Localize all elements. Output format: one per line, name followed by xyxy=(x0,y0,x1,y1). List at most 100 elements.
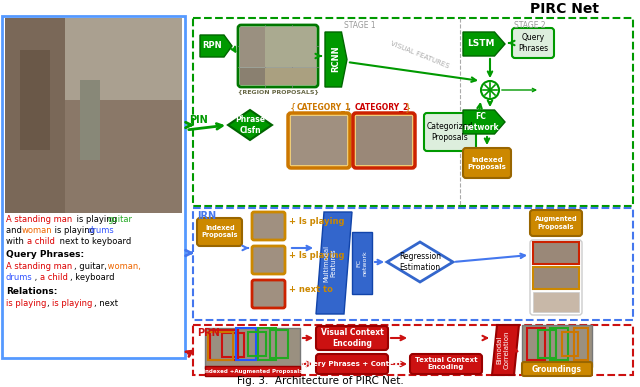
Bar xyxy=(574,328,588,360)
Text: RPN: RPN xyxy=(202,41,222,50)
Text: PIN: PIN xyxy=(189,115,208,125)
Text: ,: , xyxy=(32,273,40,282)
FancyBboxPatch shape xyxy=(424,113,476,151)
Bar xyxy=(208,332,233,360)
Text: Bimodal
Correlation: Bimodal Correlation xyxy=(497,331,509,369)
Bar xyxy=(527,328,545,360)
Polygon shape xyxy=(316,212,352,314)
FancyBboxPatch shape xyxy=(252,280,285,308)
Bar xyxy=(562,332,578,356)
FancyBboxPatch shape xyxy=(530,240,582,315)
FancyBboxPatch shape xyxy=(316,326,388,350)
Text: }: } xyxy=(405,102,412,112)
Polygon shape xyxy=(463,110,505,134)
Text: Categorized
Proposals: Categorized Proposals xyxy=(427,122,473,142)
Text: Phrase
Clsfn: Phrase Clsfn xyxy=(235,115,265,135)
Text: is playing: is playing xyxy=(6,299,46,308)
Bar xyxy=(240,68,292,85)
Text: Relations:: Relations: xyxy=(6,287,58,296)
Text: Multimodal
Features: Multimodal Features xyxy=(323,245,337,281)
Bar xyxy=(270,330,288,358)
Text: VISUAL FEATURES: VISUAL FEATURES xyxy=(390,41,450,70)
Text: Query Phrases:: Query Phrases: xyxy=(6,250,84,259)
Bar xyxy=(258,328,276,360)
Text: Textual Context
Encoding: Textual Context Encoding xyxy=(415,358,477,370)
Bar xyxy=(210,330,238,360)
Text: Regression
Estimation: Regression Estimation xyxy=(399,252,441,272)
Text: guitar: guitar xyxy=(107,215,132,224)
FancyBboxPatch shape xyxy=(288,113,350,168)
Text: is playing: is playing xyxy=(52,299,92,308)
Bar xyxy=(193,18,633,206)
Text: {REGION PROPOSALS}: {REGION PROPOSALS} xyxy=(237,89,319,94)
Bar xyxy=(2,16,185,358)
Text: A standing man: A standing man xyxy=(6,215,72,224)
Bar xyxy=(5,18,65,213)
Text: LSTM: LSTM xyxy=(467,39,495,48)
Polygon shape xyxy=(228,110,272,140)
Bar xyxy=(533,292,579,312)
Text: Groundings: Groundings xyxy=(532,365,582,373)
Text: woman: woman xyxy=(22,226,52,235)
Text: CATEGORY_1: CATEGORY_1 xyxy=(297,103,351,111)
Text: a child: a child xyxy=(27,237,55,246)
Text: Query
Phrases: Query Phrases xyxy=(518,33,548,53)
Text: STAGE 2: STAGE 2 xyxy=(514,22,546,31)
Bar xyxy=(550,328,568,360)
Text: RCNN: RCNN xyxy=(332,46,340,72)
Bar xyxy=(5,18,182,213)
Text: FC
network: FC network xyxy=(356,250,367,276)
FancyBboxPatch shape xyxy=(530,210,582,236)
Text: next to keyboard: next to keyboard xyxy=(57,237,131,246)
FancyBboxPatch shape xyxy=(410,354,482,374)
Text: + Is playing: + Is playing xyxy=(289,217,344,226)
Bar xyxy=(205,328,300,370)
Text: Visual Context
Encoding: Visual Context Encoding xyxy=(321,328,383,348)
Text: with: with xyxy=(6,237,26,246)
Bar xyxy=(356,116,412,165)
Polygon shape xyxy=(463,32,505,56)
FancyBboxPatch shape xyxy=(197,218,242,246)
FancyBboxPatch shape xyxy=(512,28,554,58)
Text: ,: , xyxy=(47,299,52,308)
FancyBboxPatch shape xyxy=(316,354,388,374)
Text: + Is playing: + Is playing xyxy=(289,252,344,260)
Text: {: { xyxy=(290,102,296,112)
Text: STAGE 1: STAGE 1 xyxy=(344,22,376,31)
Bar xyxy=(205,366,300,376)
Polygon shape xyxy=(325,32,347,87)
Text: Augmented
Proposals: Augmented Proposals xyxy=(534,216,577,229)
FancyBboxPatch shape xyxy=(252,246,285,274)
Polygon shape xyxy=(387,242,453,282)
Text: , next: , next xyxy=(94,299,118,308)
Text: Query Phrases + Context: Query Phrases + Context xyxy=(302,361,402,367)
Bar xyxy=(65,100,182,213)
Bar xyxy=(248,332,266,356)
Text: FC
network: FC network xyxy=(463,112,499,132)
Polygon shape xyxy=(492,325,519,375)
Text: a child: a child xyxy=(40,273,68,282)
Bar xyxy=(236,328,256,360)
FancyBboxPatch shape xyxy=(238,25,318,87)
Circle shape xyxy=(481,81,499,99)
Text: Indexed +Augmented Proposals: Indexed +Augmented Proposals xyxy=(204,368,303,373)
Text: Fig. 3.  Architecture of PIRC Net.: Fig. 3. Architecture of PIRC Net. xyxy=(237,376,403,386)
Text: CATEGORY_2: CATEGORY_2 xyxy=(355,103,409,111)
Text: , keyboard: , keyboard xyxy=(70,273,115,282)
Text: Indexed
Proposals: Indexed Proposals xyxy=(202,226,238,238)
Text: Indexed
Proposals: Indexed Proposals xyxy=(468,156,506,170)
Text: drums: drums xyxy=(88,226,115,235)
Text: and: and xyxy=(6,226,24,235)
Text: PRN: PRN xyxy=(197,328,220,338)
Bar xyxy=(240,27,292,67)
Bar xyxy=(80,80,100,160)
Text: ,: , xyxy=(348,102,355,112)
FancyBboxPatch shape xyxy=(353,113,415,168)
Polygon shape xyxy=(352,232,372,294)
Text: drums: drums xyxy=(6,273,33,282)
Bar xyxy=(222,333,244,357)
Text: A standing man: A standing man xyxy=(6,262,72,271)
Bar xyxy=(522,325,592,367)
Text: + next to: + next to xyxy=(289,286,333,295)
Bar xyxy=(291,116,347,165)
